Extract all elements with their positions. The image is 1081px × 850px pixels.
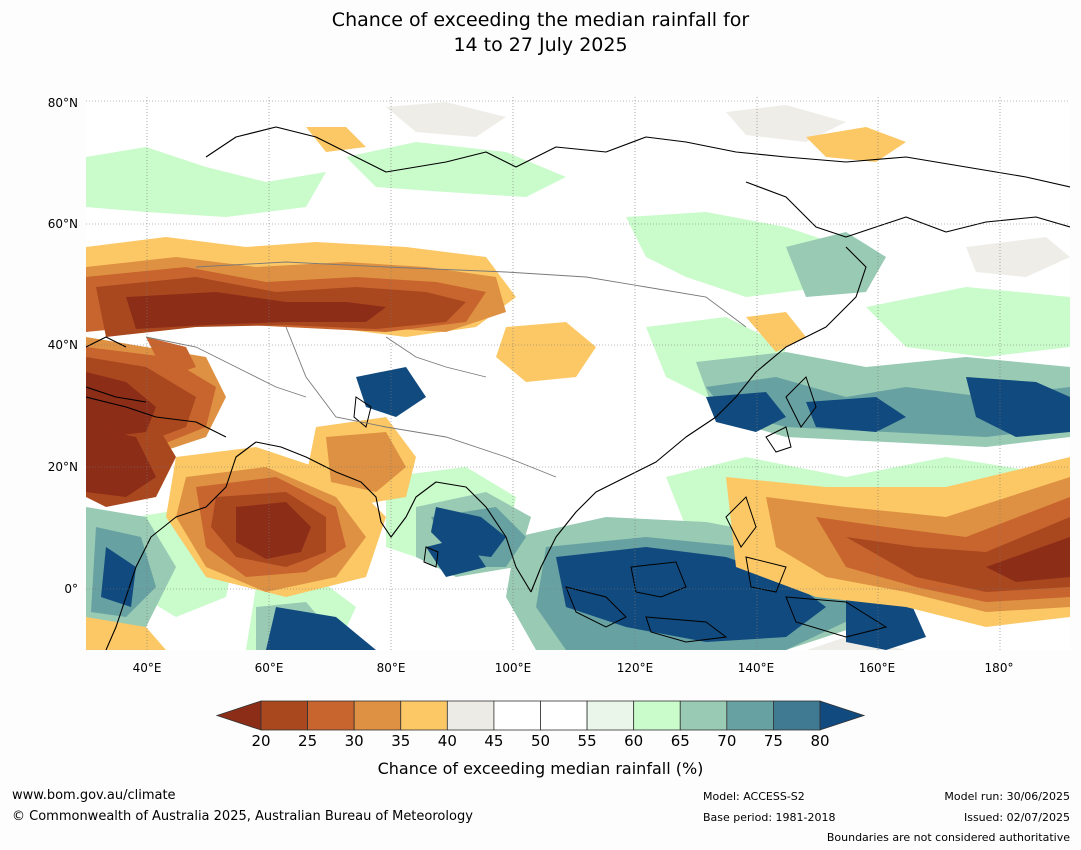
colorbar-tick-label: 40	[437, 732, 457, 750]
lat-label-60n: 60°N	[47, 217, 78, 231]
colorbar-segment	[446, 700, 495, 731]
footer-model-run: Model run: 30/06/2025	[944, 790, 1070, 803]
lon-label-80e: 80°E	[376, 661, 406, 675]
colorbar-segment	[493, 700, 541, 731]
colorbar-over-arrow	[819, 700, 866, 731]
colorbar-segment	[400, 700, 448, 731]
colorbar-segment	[353, 700, 402, 731]
dry-extreme-areas	[86, 292, 1070, 582]
colorbar-tick-label: 80	[810, 732, 830, 750]
colorbar-tick-label: 45	[484, 732, 504, 750]
lon-label-100e: 100°E	[494, 661, 532, 675]
title-line-1: Chance of exceeding the median rainfall …	[331, 9, 750, 31]
colorbar-segment	[540, 700, 588, 731]
colorbar-segment	[773, 700, 821, 731]
colorbar	[215, 700, 866, 731]
colorbar-tick-label: 60	[624, 732, 644, 750]
colorbar-segment	[586, 700, 635, 731]
footer-url[interactable]: www.bom.gov.au/climate	[12, 788, 176, 803]
lat-label-80n: 80°N	[47, 96, 78, 110]
island-coastlines	[353, 376, 888, 643]
footer-model: Model: ACCESS-S2	[703, 790, 805, 803]
colorbar-tick-label: 35	[391, 732, 411, 750]
footer-copyright: © Commonwealth of Australia 2025, Austra…	[12, 809, 473, 824]
colorbar-segment	[726, 700, 774, 731]
colorbar-tick-label: 30	[344, 732, 364, 750]
coastlines	[86, 126, 1070, 650]
colorbar-tick-label: 75	[763, 732, 783, 750]
colorbar-segment	[307, 700, 355, 731]
lon-label-40e: 40°E	[132, 661, 162, 675]
colorbar-segment	[679, 700, 728, 731]
lat-label-0: 0°	[64, 582, 78, 596]
colorbar-tick-label: 70	[717, 732, 737, 750]
colorbar-segment	[633, 700, 681, 731]
map-canvas	[86, 97, 1070, 650]
footer-base-period: Base period: 1981-2018	[703, 811, 836, 824]
colorbar-tick-label: 25	[298, 732, 318, 750]
colorbar-tick-label: 20	[251, 732, 271, 750]
colorbar-title: Chance of exceeding median rainfall (%)	[377, 759, 704, 778]
rainfall-map	[86, 97, 1070, 650]
lat-label-20n: 20°N	[47, 460, 78, 474]
footer-disclaimer: Boundaries are not considered authoritat…	[826, 831, 1070, 844]
title-line-2: 14 to 27 July 2025	[453, 34, 628, 56]
lon-label-120e: 120°E	[616, 661, 654, 675]
lat-label-40n: 40°N	[47, 338, 78, 352]
colorbar-tick-label: 55	[577, 732, 597, 750]
graticule	[86, 97, 1070, 650]
lon-label-60e: 60°E	[254, 661, 284, 675]
country-borders	[145, 261, 747, 478]
colorbar-segment	[260, 700, 308, 731]
colorbar-tick-label: 65	[670, 732, 690, 750]
colorbar-tick-label: 50	[530, 732, 551, 750]
colorbar-under-arrow	[215, 700, 262, 731]
lon-label-140e: 140°E	[737, 661, 775, 675]
lon-label-180: 180°	[984, 661, 1014, 675]
footer-issued: Issued: 02/07/2025	[963, 811, 1070, 824]
map-title: Chance of exceeding the median rainfall …	[0, 8, 1081, 58]
lon-label-160e: 160°E	[858, 661, 896, 675]
